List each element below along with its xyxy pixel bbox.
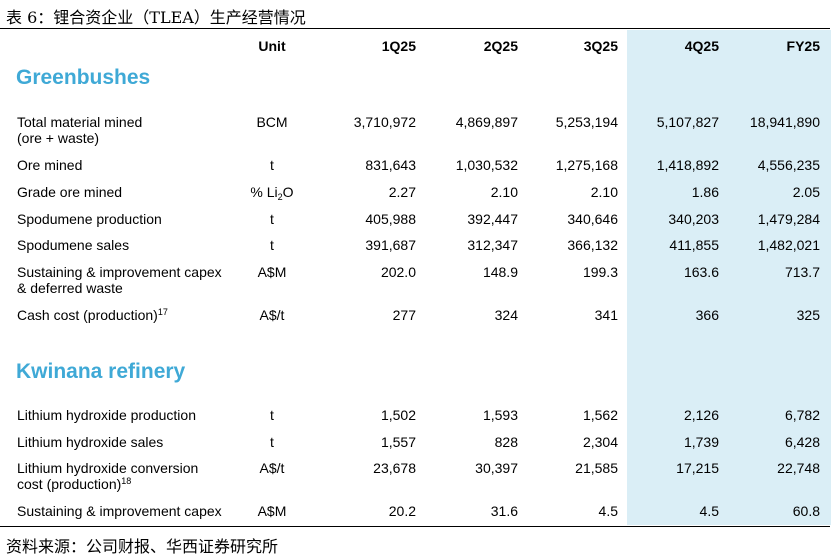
row-unit: t (270, 434, 274, 450)
table-cell: 4,556,235 (757, 157, 820, 173)
table-cell: 23,678 (373, 460, 416, 476)
table-cell: 366 (695, 307, 719, 323)
table-cell: 22,748 (777, 460, 820, 476)
row-label: Spodumene production (17, 211, 162, 227)
header-unit: Unit (258, 38, 286, 54)
header-fy25: FY25 (786, 38, 820, 54)
table-cell: 325 (796, 307, 820, 323)
table-cell: 18,941,890 (749, 114, 820, 130)
table-cell: 341 (594, 307, 618, 323)
top-rule (0, 28, 830, 29)
row-label: Grade ore mined (17, 184, 123, 200)
row-label: Lithium hydroxide sales (17, 434, 164, 450)
table-cell: 4,869,897 (455, 114, 518, 130)
table-cell: 324 (494, 307, 518, 323)
highlight-column-band (627, 30, 831, 525)
table-cell: 17,215 (676, 460, 719, 476)
row-unit: BCM (256, 114, 288, 130)
table-cell: 828 (494, 434, 518, 450)
table-cell: 392,447 (467, 211, 518, 227)
header-1q25: 1Q25 (381, 38, 416, 54)
table-cell: 405,988 (365, 211, 416, 227)
table-cell: 1,502 (380, 407, 416, 423)
table-cell: 4.5 (598, 503, 618, 519)
table-cell: 202.0 (380, 264, 416, 280)
row-label: Spodumene sales (17, 237, 130, 253)
table-cell: 1,479,284 (757, 211, 820, 227)
table-cell: 3,710,972 (353, 114, 416, 130)
row-label: Cash cost (production)17 (17, 307, 168, 323)
row-label: Lithium hydroxide conversion cost (produ… (17, 460, 199, 492)
table-cell: 277 (392, 307, 416, 323)
header-2q25: 2Q25 (483, 38, 518, 54)
table-cell: 411,855 (669, 237, 719, 253)
table-cell: 2.27 (388, 184, 416, 200)
source-note: 资料来源：公司财报、华西证券研究所 (6, 537, 279, 556)
table-cell: 1,557 (380, 434, 416, 450)
row-unit: t (270, 407, 274, 423)
row-label: Sustaining & improvement capex (17, 503, 222, 519)
table-cell: 366,132 (567, 237, 618, 253)
table-cell: 20.2 (388, 503, 416, 519)
table-cell: 2.10 (590, 184, 618, 200)
table-cell: 1,030,532 (455, 157, 518, 173)
row-unit: A$/t (259, 460, 285, 476)
table-cell: 2,126 (683, 407, 719, 423)
table-cell: 831,643 (365, 157, 416, 173)
row-label: Sustaining & improvement capex & deferre… (17, 264, 222, 296)
table-cell: 1,482,021 (757, 237, 820, 253)
row-label: Total material mined (ore + waste) (17, 114, 143, 146)
row-unit: A$/t (259, 307, 285, 323)
table-cell: 4.5 (699, 503, 719, 519)
table-cell: 199.3 (582, 264, 618, 280)
table-cell: 340,203 (668, 211, 719, 227)
table-cell: 5,107,827 (656, 114, 719, 130)
table-cell: 391,687 (365, 237, 416, 253)
table-cell: 6,428 (784, 434, 820, 450)
table-cell: 340,646 (567, 211, 618, 227)
row-label: Ore mined (17, 157, 83, 173)
table-cell: 2.05 (792, 184, 820, 200)
row-unit: t (270, 157, 274, 173)
row-unit: t (270, 237, 274, 253)
table-cell: 30,397 (475, 460, 518, 476)
bottom-rule (0, 526, 830, 527)
row-unit: A$M (257, 264, 287, 280)
table-cell: 1,562 (582, 407, 618, 423)
table-cell: 1,418,892 (656, 157, 719, 173)
table-cell: 2,304 (582, 434, 618, 450)
table-cell: 5,253,194 (555, 114, 618, 130)
table-cell: 163.6 (683, 264, 719, 280)
table-cell: 1.86 (691, 184, 719, 200)
table-cell: 148.9 (482, 264, 518, 280)
table-cell: 713.7 (784, 264, 820, 280)
header-3q25: 3Q25 (583, 38, 618, 54)
row-unit: % Li2O (250, 184, 294, 202)
table-cell: 1,593 (482, 407, 518, 423)
table-cell: 21,585 (575, 460, 618, 476)
table-cell: 312,347 (467, 237, 518, 253)
section-title-kwinana-refinery: Kwinana refinery (16, 360, 186, 383)
table-cell: 31.6 (490, 503, 518, 519)
table-cell: 60.8 (792, 503, 820, 519)
section-title-greenbushes: Greenbushes (16, 66, 151, 89)
row-unit: t (270, 211, 274, 227)
row-unit: A$M (257, 503, 287, 519)
table-cell: 1,739 (683, 434, 719, 450)
table-cell: 1,275,168 (555, 157, 618, 173)
header-4q25: 4Q25 (684, 38, 719, 54)
table-cell: 2.10 (490, 184, 518, 200)
row-label: Lithium hydroxide production (17, 407, 196, 423)
table-cell: 6,782 (784, 407, 820, 423)
table-caption: 表 6：锂合资企业（TLEA）生产经营情况 (6, 8, 306, 27)
